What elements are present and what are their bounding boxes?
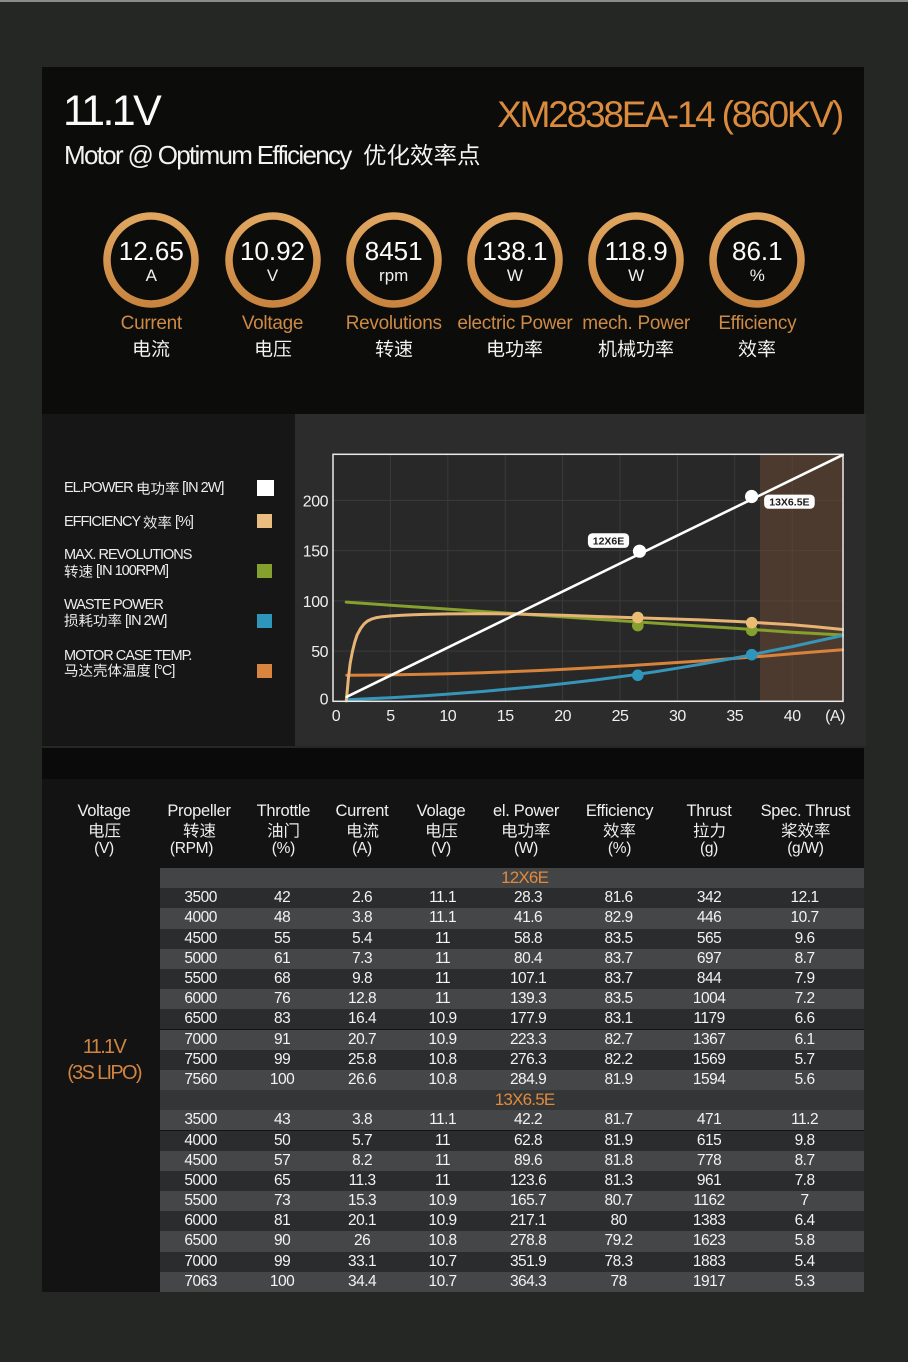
svg-text:150: 150 bbox=[303, 544, 329, 561]
svg-text:100: 100 bbox=[303, 594, 329, 611]
svg-text:20: 20 bbox=[554, 708, 571, 725]
svg-text:0: 0 bbox=[320, 691, 329, 708]
svg-text:200: 200 bbox=[303, 493, 329, 510]
svg-text:30: 30 bbox=[669, 708, 686, 725]
svg-text:10: 10 bbox=[439, 708, 456, 725]
svg-text:12X6E: 12X6E bbox=[593, 535, 625, 547]
svg-text:25: 25 bbox=[612, 708, 629, 725]
svg-text:50: 50 bbox=[311, 644, 328, 661]
svg-text:(A): (A) bbox=[825, 708, 845, 725]
svg-text:40: 40 bbox=[784, 708, 801, 725]
svg-text:15: 15 bbox=[497, 708, 514, 725]
svg-text:5: 5 bbox=[386, 708, 395, 725]
svg-text:0: 0 bbox=[332, 708, 341, 725]
svg-text:13X6.5E: 13X6.5E bbox=[769, 497, 809, 509]
svg-text:35: 35 bbox=[726, 708, 743, 725]
